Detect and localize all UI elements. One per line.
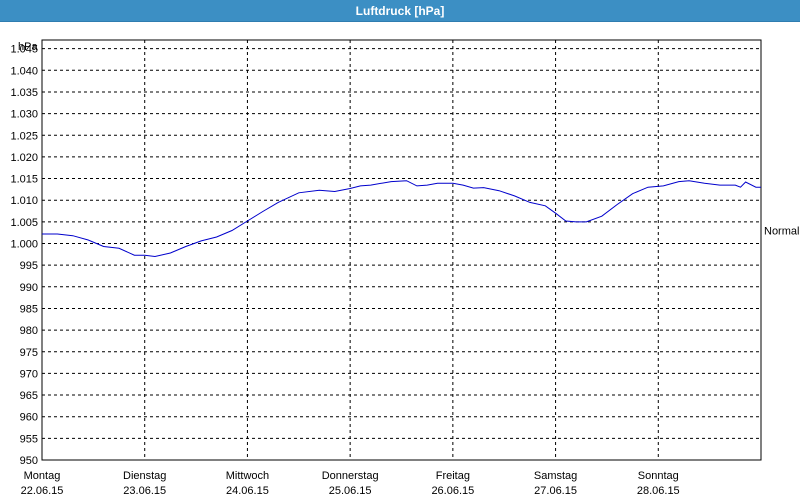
y-tick-label: 990 xyxy=(20,282,38,294)
x-tick-date-label: 26.06.15 xyxy=(431,485,474,497)
x-tick-date-label: 27.06.15 xyxy=(534,485,577,497)
y-tick-label: 1.045 xyxy=(10,44,38,56)
plot-frame xyxy=(41,39,762,461)
window-titlebar: Luftdruck [hPa] xyxy=(0,0,800,22)
x-tick-day-label: Donnerstag xyxy=(322,470,379,482)
y-tick-label: 1.005 xyxy=(10,217,38,229)
x-gridlines xyxy=(144,40,659,460)
y-tick-label: 970 xyxy=(20,368,38,380)
y-tick-label: 1.000 xyxy=(10,239,38,251)
y-tick-label: 1.020 xyxy=(10,152,38,164)
y-tick-label: 1.030 xyxy=(10,109,38,121)
x-tick-day-label: Montag xyxy=(24,470,61,482)
y-tick-label: 950 xyxy=(20,455,38,467)
y-tick-label: 965 xyxy=(20,390,38,402)
x-tick-day-label: Dienstag xyxy=(123,470,166,482)
y-tick-label: 985 xyxy=(20,303,38,315)
y-gridlines xyxy=(42,48,761,439)
y-axis-label: hPa xyxy=(18,41,38,53)
y-tick-label: 955 xyxy=(20,433,38,445)
x-tick-day-label: Sonntag xyxy=(638,470,679,482)
y-tick-label: 1.040 xyxy=(10,65,38,77)
x-tick-labels: Montag 22.06.15 Dienstag 23.06.15 Mittwoch 24… xyxy=(21,470,680,497)
y-tick-labels: 950 955 960 965 970 975 980 985 990 995 1.000 1.005… xyxy=(10,44,38,467)
x-tick-date-label: 25.06.15 xyxy=(329,485,372,497)
x-tick-day-label: Mittwoch xyxy=(226,470,269,482)
y-tick-label: 1.025 xyxy=(10,130,38,142)
normal-reference-label: Normal xyxy=(764,226,799,238)
window-title: Luftdruck [hPa] xyxy=(355,4,445,18)
y-tick-label: 1.015 xyxy=(10,174,38,186)
x-tick-day-label: Samstag xyxy=(534,470,577,482)
x-tick-day-label: Freitag xyxy=(436,470,470,482)
y-tick-label: 980 xyxy=(20,325,38,337)
y-tick-label: 1.035 xyxy=(10,87,38,99)
x-tick-date-label: 23.06.15 xyxy=(123,485,166,497)
y-tick-label: 995 xyxy=(20,260,38,272)
x-tick-date-label: 24.06.15 xyxy=(226,485,269,497)
x-tick-date-label: 22.06.15 xyxy=(21,485,64,497)
x-tick-date-label: 28.06.15 xyxy=(637,485,680,497)
y-tick-label: 975 xyxy=(20,347,38,359)
y-tick-label: 960 xyxy=(20,412,38,424)
pressure-series-line xyxy=(42,180,761,258)
y-tick-label: 1.010 xyxy=(10,195,38,207)
